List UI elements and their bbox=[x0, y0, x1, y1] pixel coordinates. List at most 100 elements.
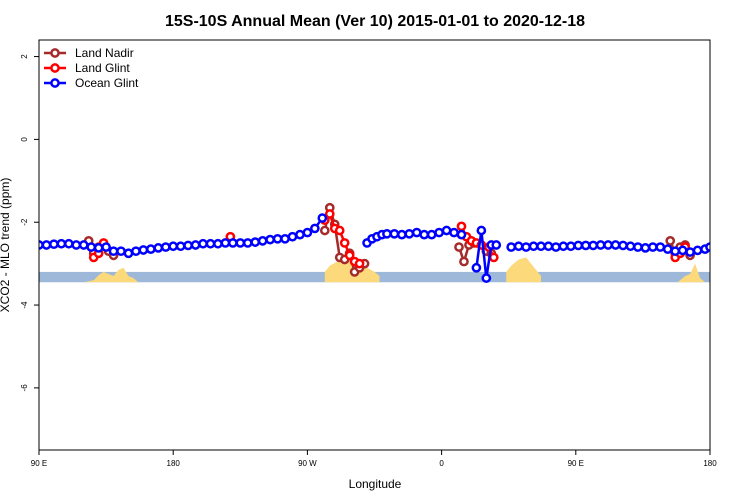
chart-title: 15S-10S Annual Mean (Ver 10) 2015-01-01 … bbox=[165, 13, 585, 30]
legend-swatch-marker bbox=[50, 63, 60, 73]
data-point bbox=[459, 256, 469, 267]
data-point bbox=[426, 229, 437, 240]
data-point bbox=[521, 242, 531, 252]
data-point bbox=[588, 240, 599, 251]
data-point bbox=[287, 231, 298, 242]
data-point bbox=[295, 229, 305, 240]
data-point bbox=[513, 241, 524, 252]
data-point bbox=[685, 247, 695, 257]
data-point bbox=[339, 238, 350, 248]
data-point bbox=[63, 238, 74, 249]
x-axis-label: Longitude bbox=[349, 477, 402, 491]
data-point bbox=[670, 246, 681, 257]
data-point bbox=[677, 245, 688, 256]
data-point bbox=[108, 246, 119, 257]
data-point bbox=[257, 236, 268, 246]
data-point bbox=[242, 238, 253, 248]
data-point bbox=[198, 238, 208, 249]
legend-swatch-marker bbox=[50, 78, 60, 88]
data-point bbox=[175, 241, 186, 252]
data-point bbox=[565, 241, 576, 252]
y-tick-label: 0 bbox=[20, 137, 29, 142]
data-point bbox=[382, 228, 392, 239]
data-point bbox=[168, 241, 179, 252]
data-point bbox=[558, 241, 569, 252]
data-point bbox=[78, 240, 89, 250]
data-point bbox=[543, 241, 554, 252]
data-point bbox=[190, 240, 201, 250]
data-point bbox=[491, 240, 502, 250]
y-tick-label: -2 bbox=[20, 218, 29, 226]
data-point bbox=[56, 238, 67, 249]
data-point bbox=[419, 229, 430, 240]
data-point bbox=[454, 242, 464, 252]
data-point bbox=[265, 234, 275, 245]
data-point bbox=[213, 238, 223, 249]
data-point bbox=[123, 248, 134, 259]
x-tick-label: 90 W bbox=[298, 459, 317, 468]
data-point bbox=[528, 241, 539, 252]
land-area-2 bbox=[506, 257, 542, 283]
series-layer bbox=[39, 202, 710, 283]
data-point bbox=[404, 228, 415, 239]
x-axis: 90 E 180 90 W 0 90 E 180 bbox=[31, 450, 717, 468]
legend-item: Land Nadir bbox=[44, 46, 134, 60]
data-point bbox=[610, 240, 621, 250]
y-tick-label: 2 bbox=[20, 54, 29, 59]
data-point bbox=[153, 243, 164, 253]
data-point bbox=[441, 225, 452, 236]
data-point bbox=[116, 246, 126, 257]
data-point bbox=[640, 243, 651, 253]
data-point bbox=[618, 240, 628, 251]
land-area-0 bbox=[83, 267, 139, 283]
y-tick-label: -6 bbox=[20, 384, 29, 392]
data-point bbox=[603, 240, 613, 250]
legend-swatch-marker bbox=[50, 48, 60, 58]
x-tick-label: 90 E bbox=[31, 459, 47, 468]
series-0 bbox=[83, 202, 695, 277]
data-point bbox=[71, 240, 82, 250]
legend-item: Ocean Glint bbox=[44, 76, 139, 90]
data-point bbox=[488, 252, 499, 263]
data-point bbox=[302, 227, 313, 238]
data-point bbox=[235, 238, 246, 248]
y-axis-label: XCO2 - MLO trend (ppm) bbox=[0, 178, 12, 313]
data-point bbox=[665, 236, 676, 246]
data-point bbox=[595, 240, 606, 250]
x-tick-label: 0 bbox=[439, 459, 444, 468]
data-point bbox=[573, 240, 584, 251]
data-point bbox=[334, 225, 345, 236]
data-point bbox=[396, 229, 407, 240]
data-point bbox=[434, 227, 444, 238]
data-point bbox=[344, 250, 355, 261]
data-point bbox=[324, 209, 335, 219]
x-tick-label: 90 E bbox=[568, 459, 584, 468]
data-point bbox=[456, 229, 467, 240]
data-point bbox=[93, 243, 104, 253]
data-point bbox=[449, 227, 459, 238]
legend-item: Land Glint bbox=[44, 61, 130, 75]
data-point bbox=[205, 238, 216, 249]
data-point bbox=[354, 258, 365, 269]
data-point bbox=[227, 238, 238, 248]
data-point bbox=[319, 225, 330, 236]
data-point bbox=[250, 237, 261, 247]
land-area-3 bbox=[677, 263, 706, 283]
data-point bbox=[310, 223, 320, 234]
data-point bbox=[41, 240, 52, 250]
legend-label: Ocean Glint bbox=[75, 76, 139, 90]
land-layer bbox=[39, 257, 710, 283]
data-point bbox=[131, 246, 141, 257]
data-point bbox=[145, 244, 156, 254]
data-point bbox=[647, 242, 658, 252]
data-point bbox=[506, 242, 517, 252]
data-point bbox=[138, 245, 149, 255]
data-point bbox=[633, 242, 643, 252]
data-point bbox=[662, 244, 673, 254]
data-point bbox=[692, 245, 703, 256]
series-2 bbox=[39, 213, 710, 283]
data-point bbox=[481, 273, 492, 283]
data-point bbox=[49, 239, 59, 250]
